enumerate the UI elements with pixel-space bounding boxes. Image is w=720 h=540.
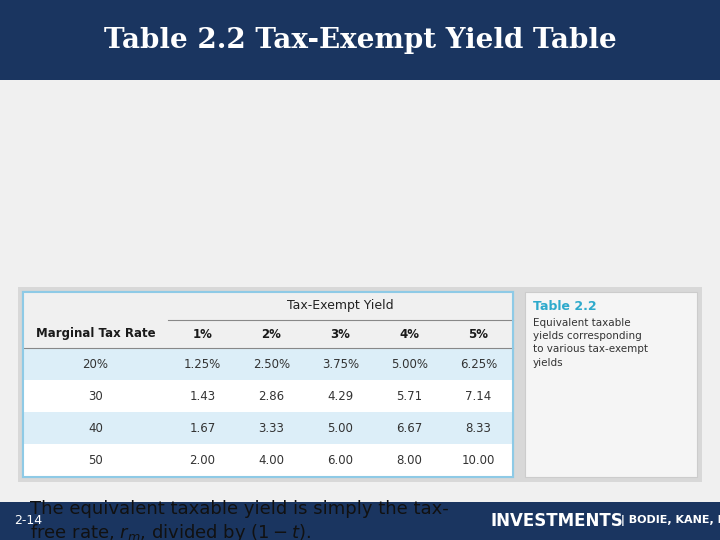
- Text: 5.00%: 5.00%: [391, 357, 428, 370]
- FancyBboxPatch shape: [525, 292, 697, 477]
- Text: 6.00: 6.00: [328, 454, 354, 467]
- Text: Tax-Exempt Yield: Tax-Exempt Yield: [287, 300, 394, 313]
- Text: Table 2.2: Table 2.2: [533, 300, 597, 313]
- Text: 2%: 2%: [261, 327, 282, 341]
- Text: 3.33: 3.33: [258, 422, 284, 435]
- Text: 3.75%: 3.75%: [322, 357, 359, 370]
- Text: 2.50%: 2.50%: [253, 357, 290, 370]
- Text: INVESTMENTS: INVESTMENTS: [490, 512, 623, 530]
- Text: 5%: 5%: [469, 327, 488, 341]
- Text: 8.00: 8.00: [397, 454, 423, 467]
- FancyBboxPatch shape: [23, 412, 513, 444]
- Text: 20%: 20%: [83, 357, 109, 370]
- FancyBboxPatch shape: [0, 0, 720, 80]
- Text: 2-14: 2-14: [14, 515, 42, 528]
- Text: 1.67: 1.67: [189, 422, 215, 435]
- FancyBboxPatch shape: [23, 444, 513, 476]
- Text: 6.25%: 6.25%: [460, 357, 497, 370]
- Text: 5.71: 5.71: [397, 389, 423, 402]
- Text: Marginal Tax Rate: Marginal Tax Rate: [36, 327, 156, 341]
- FancyBboxPatch shape: [23, 380, 513, 412]
- Text: 2.86: 2.86: [258, 389, 284, 402]
- Text: 50: 50: [88, 454, 103, 467]
- Text: 2.00: 2.00: [189, 454, 215, 467]
- Text: free rate, $r_m$, divided by $(1 - t)$.: free rate, $r_m$, divided by $(1 - t)$.: [30, 522, 311, 540]
- Text: 4.00: 4.00: [258, 454, 284, 467]
- FancyBboxPatch shape: [23, 348, 513, 380]
- Text: 4%: 4%: [400, 327, 420, 341]
- Text: 8.33: 8.33: [466, 422, 492, 435]
- Text: 1%: 1%: [192, 327, 212, 341]
- FancyBboxPatch shape: [23, 292, 513, 320]
- FancyBboxPatch shape: [0, 80, 720, 502]
- Text: Table 2.2 Tax-Exempt Yield Table: Table 2.2 Tax-Exempt Yield Table: [104, 26, 616, 53]
- Text: 40: 40: [88, 422, 103, 435]
- Text: The equivalent taxable yield is simply the tax-: The equivalent taxable yield is simply t…: [30, 500, 449, 518]
- FancyBboxPatch shape: [23, 292, 513, 477]
- FancyBboxPatch shape: [23, 320, 513, 348]
- Text: Equivalent taxable
yields corresponding
to various tax-exempt
yields: Equivalent taxable yields corresponding …: [533, 318, 648, 368]
- Text: 1.25%: 1.25%: [184, 357, 221, 370]
- FancyBboxPatch shape: [18, 287, 702, 482]
- FancyBboxPatch shape: [0, 502, 720, 540]
- Text: | BODIE, KANE, MARCUS: | BODIE, KANE, MARCUS: [617, 516, 720, 526]
- Text: 30: 30: [88, 389, 103, 402]
- Text: 6.67: 6.67: [397, 422, 423, 435]
- Text: 4.29: 4.29: [328, 389, 354, 402]
- Text: 3%: 3%: [330, 327, 351, 341]
- Text: 5.00: 5.00: [328, 422, 354, 435]
- Text: 10.00: 10.00: [462, 454, 495, 467]
- Text: 1.43: 1.43: [189, 389, 215, 402]
- Text: 7.14: 7.14: [465, 389, 492, 402]
